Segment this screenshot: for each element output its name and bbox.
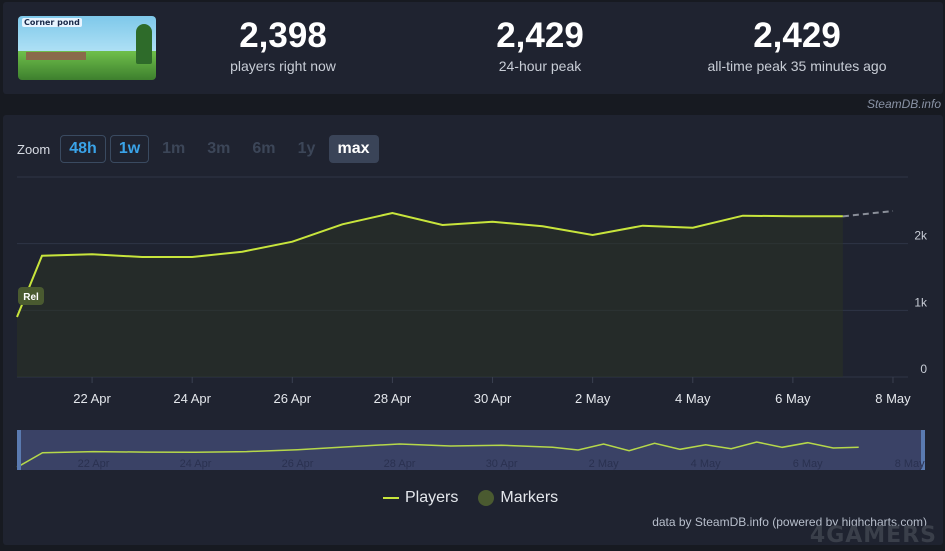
zoom-label: Zoom — [17, 141, 51, 157]
x-tick-label: 24 Apr — [173, 391, 211, 406]
stat-label: 24-hour peak — [498, 58, 582, 74]
stats-panel: Corner pond 2,398 players right now 2,42… — [3, 2, 943, 94]
navigator-tick-label: 4 May — [691, 458, 721, 470]
x-tick-label: 6 May — [775, 391, 811, 406]
stat-value: 2,429 — [753, 16, 841, 55]
navigator-tick-label: 2 May — [589, 458, 619, 470]
game-thumbnail[interactable]: Corner pond — [18, 16, 156, 80]
stat-24h-peak: 2,429 24-hour peak — [465, 16, 615, 74]
players-projection — [842, 210, 894, 218]
zoom-1m-button: 1m — [162, 140, 186, 157]
zoom-6m-button: 6m — [252, 140, 276, 157]
navigator-tick-label: 28 Apr — [384, 458, 416, 470]
players-area — [17, 213, 843, 377]
x-tick-label: 4 May — [675, 391, 711, 406]
zoom-controls: Zoom 48h 1w 1m 3m 6m 1y max — [17, 135, 379, 163]
player-chart[interactable]: 0 1k 2k 22 Apr 24 Apr 26 Apr 28 Apr 30 Apr 2 May… — [3, 115, 943, 485]
chart-legend: Players Markers — [383, 489, 558, 507]
legend-markers-label: Markers — [500, 489, 559, 506]
marker-badge — [18, 287, 44, 305]
players-line — [16, 211, 843, 318]
zoom-48h-button[interactable]: 48h — [60, 135, 106, 163]
navigator-tick-label: 26 Apr — [282, 458, 314, 470]
legend-players-label: Players — [405, 489, 459, 506]
thumb-dock — [26, 52, 86, 60]
zoom-3m-button: 3m — [207, 140, 231, 157]
stat-value: 2,398 — [239, 16, 327, 55]
chart-panel: Zoom 48h 1w 1m 3m 6m 1y max 0 1k 2k 22 Apr 2… — [3, 115, 943, 545]
navigator-tick-label: 22 Apr — [78, 458, 110, 470]
stat-players-now: 2,398 players right now — [208, 16, 358, 74]
navigator-tick-label: 30 Apr — [486, 458, 518, 470]
navigator-tick-label: 24 Apr — [180, 458, 212, 470]
thumb-tree — [136, 24, 152, 64]
legend-dot-icon — [478, 490, 495, 506]
y-tick-label: 1k — [914, 295, 928, 309]
x-tick-label: 8 May — [875, 391, 911, 406]
marker-label: Rel — [23, 292, 39, 303]
y-tick-label: 2k — [914, 229, 928, 243]
x-tick-label: 26 Apr — [274, 391, 312, 406]
stat-label: players right now — [230, 58, 336, 74]
x-tick-label: 22 Apr — [73, 391, 111, 406]
game-title-art: Corner pond — [22, 18, 82, 27]
stat-value: 2,429 — [496, 16, 584, 55]
x-tick-label: 30 Apr — [474, 391, 512, 406]
y-tick-label: 0 — [920, 362, 927, 376]
navigator-background — [17, 430, 925, 470]
zoom-1y-button: 1y — [297, 140, 316, 157]
zoom-max-button[interactable]: max — [328, 135, 379, 163]
legend-markers[interactable]: Markers — [478, 489, 558, 507]
stat-label: all-time peak 35 minutes ago — [707, 58, 887, 74]
navigator-handle-left — [17, 430, 21, 470]
steamdb-watermark[interactable]: SteamDB.info — [866, 97, 941, 111]
legend-line-icon — [383, 497, 399, 499]
stat-all-time-peak: 2,429 all-time peak 35 minutes ago — [687, 16, 907, 74]
chart-credit[interactable]: data by SteamDB.info (powered by highcha… — [652, 515, 927, 529]
brand-watermark: 4GAMERS — [809, 523, 937, 548]
x-tick-label: 28 Apr — [374, 391, 412, 406]
navigator-handle-right — [921, 430, 925, 470]
x-tick-label: 2 May — [575, 391, 611, 406]
navigator-tick-label: 8 May — [895, 458, 925, 470]
zoom-1w-button[interactable]: 1w — [109, 135, 150, 163]
navigator-tick-label: 6 May — [793, 458, 823, 470]
legend-players[interactable]: Players — [383, 489, 458, 507]
navigator-line — [16, 441, 859, 468]
